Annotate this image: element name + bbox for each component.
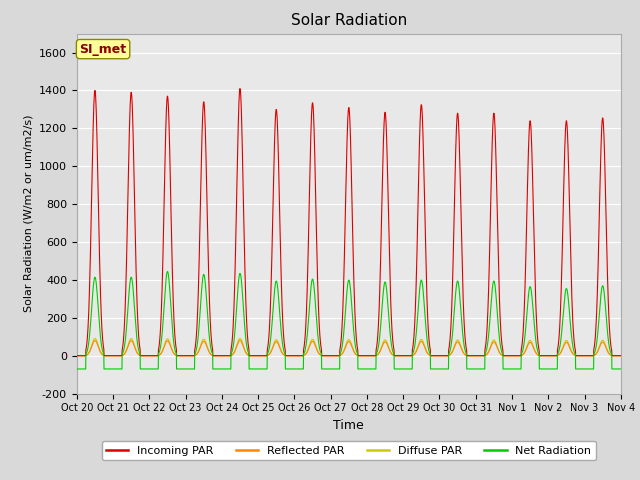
X-axis label: Time: Time: [333, 419, 364, 432]
Legend: Incoming PAR, Reflected PAR, Diffuse PAR, Net Radiation: Incoming PAR, Reflected PAR, Diffuse PAR…: [102, 441, 596, 460]
Y-axis label: Solar Radiation (W/m2 or um/m2/s): Solar Radiation (W/m2 or um/m2/s): [24, 115, 33, 312]
Text: SI_met: SI_met: [79, 43, 127, 56]
Title: Solar Radiation: Solar Radiation: [291, 13, 407, 28]
